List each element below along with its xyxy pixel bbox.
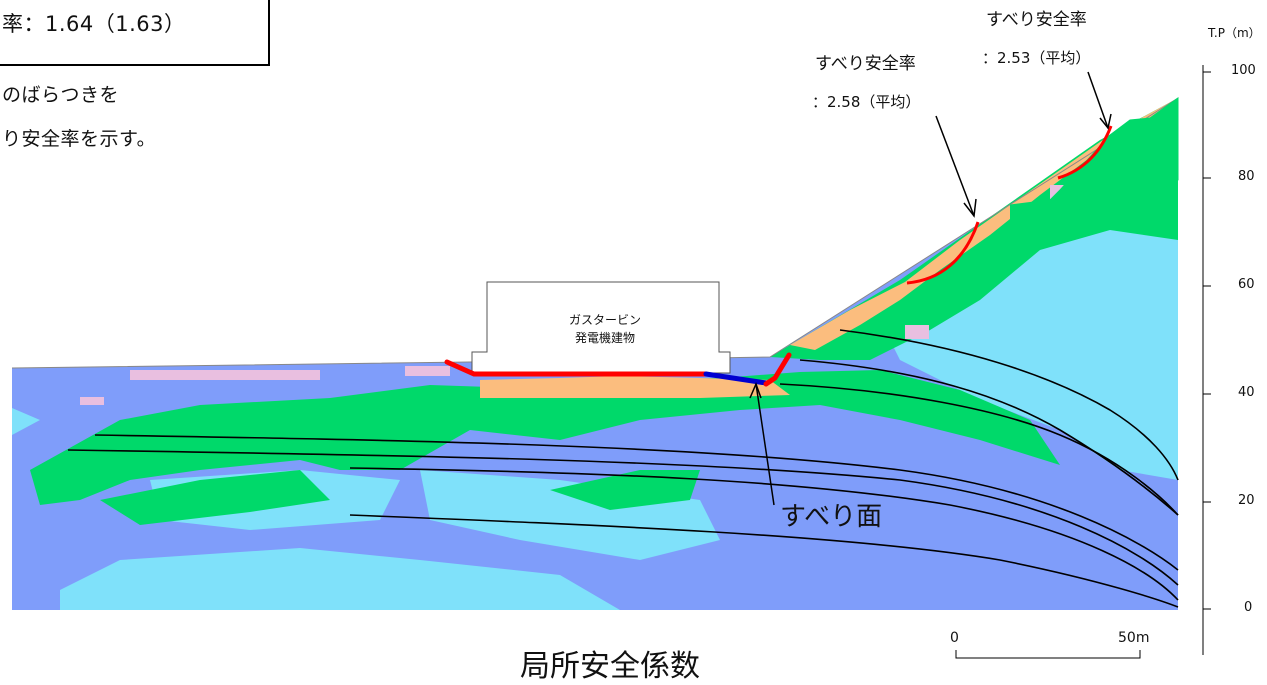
axis-unit: T.P（m） [1208,26,1261,40]
slip-label-upper-title: すべり安全率 [986,10,1087,30]
slip-arc-lower [906,221,980,285]
turbine-building [471,281,731,374]
slip-surface-building [444,352,792,387]
tick-80: 80 [1238,169,1255,184]
slip-label-lower-title: すべり安全率 [815,54,916,74]
tick-60: 60 [1238,277,1255,292]
building-label-1: ガスタービン [568,313,641,327]
slope-step-outline [1009,97,1179,231]
tick-40: 40 [1238,385,1255,400]
layer-boundary-lines [67,329,1179,608]
tick-20: 20 [1238,493,1255,508]
scale-bar [955,650,1141,659]
legend-box [0,0,270,66]
safety-factor-summary: 率：1.64（1.63） [2,12,186,36]
tick-0: 0 [1244,600,1253,615]
tick-100: 100 [1231,63,1256,78]
building-label-2: 発電機建物 [574,331,635,345]
figure-caption: 局所安全係数 [520,649,700,684]
scale-end: 50m [1118,630,1150,646]
note-line-1: のばらつきを [2,84,120,106]
tp-axis [1202,65,1211,655]
slope-orange-layer [480,98,1178,398]
callout-arrows [749,71,1112,506]
scale-start: 0 [950,630,959,646]
note-line-2: り安全率を示す。 [2,128,157,150]
ground-green-band [30,370,1060,525]
slip-label-lower-value: ：2.58（平均） [812,93,921,111]
slip-arc-upper [1057,125,1113,180]
slip-label-upper-value: ：2.53（平均） [982,49,1091,67]
slip-surface-label: すべり面 [780,502,883,532]
